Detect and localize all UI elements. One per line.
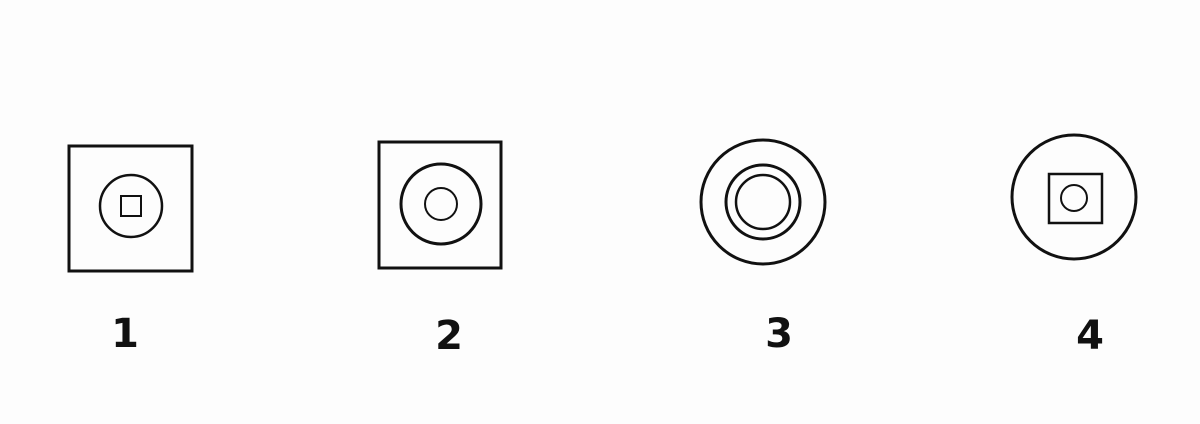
figure-4-label: 4 xyxy=(1076,313,1104,359)
figure-2-middle-circle xyxy=(399,162,483,246)
figure-3 xyxy=(699,138,827,266)
figure-2 xyxy=(377,140,503,270)
figure-3-inner-circle xyxy=(734,173,792,231)
figure-1 xyxy=(67,144,194,273)
figure-1-inner-square xyxy=(120,195,142,217)
figure-4-middle-square xyxy=(1047,172,1104,225)
figure-2-outer-square xyxy=(377,140,503,270)
figure-4 xyxy=(1010,133,1138,261)
figure-2-inner-circle xyxy=(424,187,458,221)
figure-3-middle-circle xyxy=(724,163,802,241)
figure-1-middle-circle xyxy=(98,173,164,239)
figure-2-label: 2 xyxy=(435,313,463,359)
figure-4-outer-circle xyxy=(1010,133,1138,261)
figure-1-outer-square xyxy=(67,144,194,273)
figure-3-label: 3 xyxy=(765,311,793,357)
figure-4-inner-circle xyxy=(1060,184,1088,212)
figure-3-outer-circle xyxy=(699,138,827,266)
figure-1-label: 1 xyxy=(111,311,139,357)
